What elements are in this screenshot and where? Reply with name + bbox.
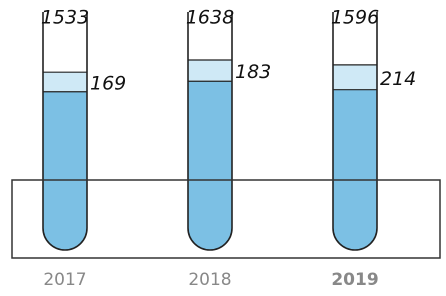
- liquid: [188, 60, 232, 250]
- liquid: [333, 65, 377, 250]
- tubes: 1533 169 2017 1638 183 2018 1596 214 2019: [41, 7, 416, 291]
- total-label: 1533: [41, 7, 89, 29]
- top-segment: [333, 65, 377, 90]
- total-label: 1596: [331, 7, 379, 29]
- top-segment: [188, 60, 232, 81]
- segment-label: 169: [90, 72, 126, 94]
- year-label: 2018: [188, 270, 231, 290]
- total-label: 1638: [186, 7, 234, 29]
- liquid: [43, 72, 87, 250]
- year-label: 2019: [331, 270, 378, 290]
- year-label: 2017: [43, 270, 86, 290]
- segment-label: 183: [235, 61, 271, 83]
- top-segment: [43, 72, 87, 92]
- chart: 1533 169 2017 1638 183 2018 1596 214 2019: [0, 0, 446, 296]
- segment-label: 214: [380, 68, 416, 90]
- page: 153316920171638183201815962142019 (() =>…: [0, 0, 446, 296]
